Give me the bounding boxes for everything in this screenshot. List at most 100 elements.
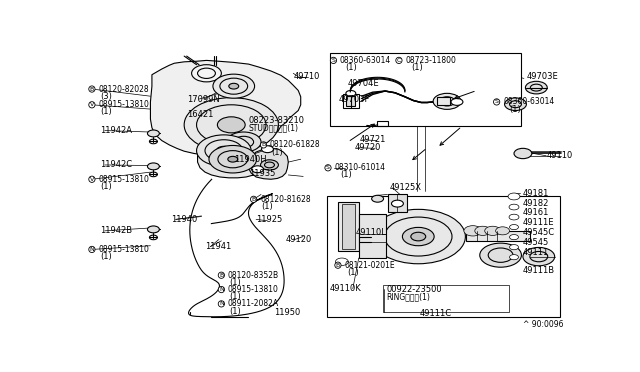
Circle shape <box>184 97 278 152</box>
Text: (1): (1) <box>229 292 241 301</box>
Bar <box>376 121 388 126</box>
Text: 49182: 49182 <box>522 199 549 208</box>
Circle shape <box>371 209 465 264</box>
Text: STUDスタッド(1): STUDスタッド(1) <box>249 123 299 132</box>
Text: S: S <box>332 58 335 63</box>
Circle shape <box>480 243 522 267</box>
Text: 49704E: 49704E <box>348 79 380 88</box>
Text: B: B <box>261 142 266 147</box>
Text: B: B <box>336 263 340 268</box>
Text: 08723-11800: 08723-11800 <box>405 56 456 65</box>
Circle shape <box>411 232 426 241</box>
Text: 08120-82028: 08120-82028 <box>99 84 149 93</box>
Text: 49111E: 49111E <box>522 218 554 227</box>
Text: (1): (1) <box>100 252 111 261</box>
Text: 08121-0201E: 08121-0201E <box>344 261 395 270</box>
Circle shape <box>147 130 159 137</box>
Circle shape <box>252 166 264 173</box>
Circle shape <box>262 146 273 153</box>
Circle shape <box>514 148 532 158</box>
Text: (1): (1) <box>411 63 422 72</box>
Text: 49110K: 49110K <box>330 284 361 293</box>
Text: S: S <box>495 99 499 105</box>
Text: 11942A: 11942A <box>100 126 132 135</box>
Polygon shape <box>150 60 301 156</box>
Circle shape <box>464 226 482 236</box>
Circle shape <box>147 226 159 233</box>
Text: B: B <box>220 273 223 278</box>
Text: 49710: 49710 <box>293 72 319 81</box>
Text: 49111: 49111 <box>522 248 548 257</box>
Circle shape <box>509 235 518 240</box>
Text: 49111C: 49111C <box>420 310 452 318</box>
Circle shape <box>484 226 500 235</box>
Text: S: S <box>326 165 330 170</box>
Circle shape <box>433 93 461 109</box>
Text: 00922-23500: 00922-23500 <box>387 285 442 294</box>
Text: C: C <box>397 58 401 63</box>
Circle shape <box>508 193 520 200</box>
Circle shape <box>504 98 527 110</box>
Circle shape <box>509 254 518 260</box>
Text: ^ 90:0096: ^ 90:0096 <box>523 320 564 329</box>
Text: 11940: 11940 <box>171 215 197 224</box>
Text: 11941: 11941 <box>205 242 232 251</box>
Text: 11925: 11925 <box>256 215 282 224</box>
Circle shape <box>495 227 509 235</box>
Text: N: N <box>219 287 224 292</box>
Circle shape <box>451 99 463 105</box>
Text: 49703F: 49703F <box>339 95 371 104</box>
Bar <box>466 231 531 241</box>
Circle shape <box>196 135 251 166</box>
Polygon shape <box>198 128 266 178</box>
Bar <box>342 205 355 248</box>
Text: 49545C: 49545C <box>522 228 554 237</box>
Bar <box>343 94 359 108</box>
Circle shape <box>213 74 255 98</box>
Text: N: N <box>90 247 94 252</box>
Bar <box>330 53 522 126</box>
Text: 08360-63014: 08360-63014 <box>340 56 391 65</box>
Text: RINGリング(1): RINGリング(1) <box>387 293 431 302</box>
Text: (1): (1) <box>229 307 241 315</box>
Text: 11942C: 11942C <box>100 160 132 169</box>
Circle shape <box>335 258 348 266</box>
Text: (1): (1) <box>229 278 241 287</box>
Text: 08915-13810: 08915-13810 <box>99 245 149 254</box>
Text: (1): (1) <box>340 170 352 179</box>
Text: B: B <box>90 87 94 92</box>
Bar <box>388 195 408 212</box>
Text: 11942B: 11942B <box>100 226 132 235</box>
Circle shape <box>509 225 518 230</box>
Text: 11940H: 11940H <box>234 155 266 164</box>
Text: (1): (1) <box>100 182 111 191</box>
Circle shape <box>346 90 356 96</box>
Text: 49161: 49161 <box>522 208 549 217</box>
Text: 49110L: 49110L <box>355 228 386 237</box>
Text: 08915-13810: 08915-13810 <box>228 285 278 294</box>
Bar <box>346 96 355 106</box>
Circle shape <box>509 214 519 220</box>
Circle shape <box>509 204 519 210</box>
Text: (3): (3) <box>100 92 112 101</box>
Text: 08915-13810: 08915-13810 <box>99 175 149 184</box>
Text: 08120-8352B: 08120-8352B <box>228 271 279 280</box>
Circle shape <box>227 132 261 152</box>
Circle shape <box>191 65 221 82</box>
Circle shape <box>147 163 159 170</box>
Text: 49720: 49720 <box>355 143 381 152</box>
Text: 16421: 16421 <box>187 110 213 119</box>
Text: 11950: 11950 <box>275 308 301 317</box>
Text: 08120-61828: 08120-61828 <box>270 140 321 150</box>
Text: 08310-61014: 08310-61014 <box>335 163 385 172</box>
Text: N: N <box>219 301 224 307</box>
Text: 49125X: 49125X <box>390 183 422 192</box>
Bar <box>338 202 359 251</box>
Circle shape <box>218 117 245 133</box>
Text: (1): (1) <box>261 202 273 211</box>
Circle shape <box>392 200 403 207</box>
Circle shape <box>372 195 383 202</box>
Text: 08360-63014: 08360-63014 <box>503 97 554 106</box>
Text: 17099N: 17099N <box>187 94 220 103</box>
Text: 08915-13810: 08915-13810 <box>99 100 149 109</box>
